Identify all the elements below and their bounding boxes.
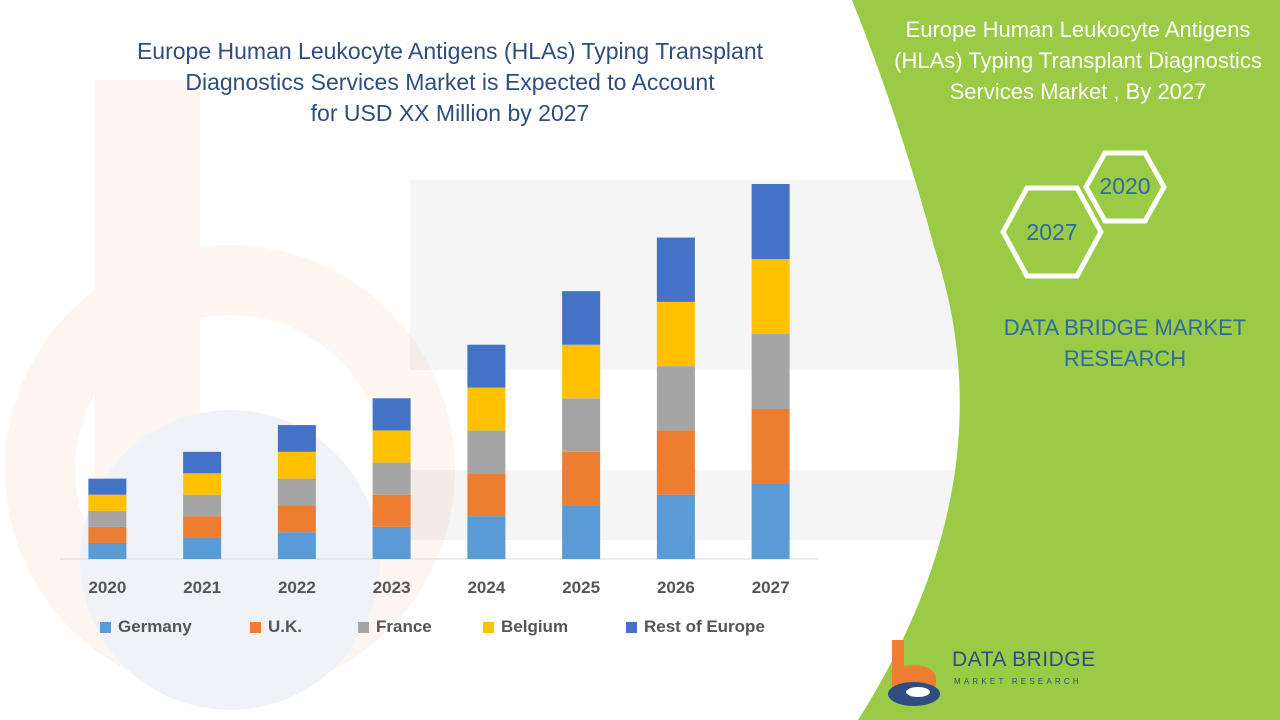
bar-segment-2022-rest-of-europe — [277, 425, 316, 452]
bar-segment-2025-rest-of-europe — [562, 291, 601, 345]
panel-title-line-1: Europe Human Leukocyte Antigens — [905, 17, 1251, 42]
data-bridge-logo-icon — [888, 640, 940, 706]
chart-title: Europe Human Leukocyte Antigens (HLAs) T… — [60, 36, 840, 129]
x-tick-label: 2026 — [657, 578, 695, 597]
bar-segment-2022-germany — [277, 532, 316, 559]
legend-item: Rest of Europe — [626, 617, 765, 637]
x-tick-label: 2022 — [278, 578, 316, 597]
hexagon-front-label: 2027 — [1026, 219, 1078, 245]
bar-segment-2020-germany — [88, 542, 127, 559]
bar-segment-2026-germany — [656, 494, 695, 559]
brand-name-line-2: RESEARCH — [1063, 346, 1187, 371]
bar-segment-2027-germany — [751, 484, 790, 559]
brand-name: DATA BRIDGE MARKET RESEARCH — [990, 312, 1260, 374]
bar-segment-2027-u-k- — [751, 409, 790, 484]
legend-swatch — [483, 621, 494, 633]
chart-title-line-3: for USD XX Million by 2027 — [310, 100, 590, 126]
legend-label: France — [376, 617, 432, 636]
hexagon-front — [1000, 185, 1104, 279]
bar-segment-2024-france — [467, 430, 506, 474]
legend-item: France — [358, 617, 432, 637]
hexagon-back — [1083, 150, 1167, 224]
legend-label: Belgium — [501, 617, 569, 636]
bar-segment-2023-u-k- — [372, 494, 411, 527]
bar-segment-2024-germany — [467, 516, 506, 559]
logo-text: DATA BRIDGE — [952, 648, 1096, 671]
legend-swatch — [358, 621, 369, 633]
x-tick-label: 2020 — [88, 578, 126, 597]
bar-segment-2024-rest-of-europe — [467, 344, 506, 388]
bar-segment-2023-rest-of-europe — [372, 398, 411, 431]
bar-segment-2027-france — [751, 334, 790, 409]
legend-item: Belgium — [483, 617, 568, 637]
bar-segment-2026-france — [656, 366, 695, 431]
legend-item: Germany — [100, 617, 192, 637]
bar-segment-2020-u-k- — [88, 526, 127, 543]
hexagon-back-label: 2020 — [1099, 173, 1151, 199]
x-tick-label: 2021 — [183, 578, 221, 597]
bar-segment-2021-rest-of-europe — [183, 451, 222, 474]
panel-title: Europe Human Leukocyte Antigens (HLAs) T… — [876, 14, 1280, 107]
bar-segment-2020-france — [88, 510, 127, 527]
bar-segment-2026-u-k- — [656, 430, 695, 495]
x-tick-label: 2023 — [373, 578, 411, 597]
panel-title-line-3: Services Market , By 2027 — [949, 79, 1207, 104]
legend-swatch — [100, 621, 111, 633]
logo-subtext: MARKET RESEARCH — [954, 677, 1082, 686]
chart-title-line-1: Europe Human Leukocyte Antigens (HLAs) T… — [136, 38, 764, 64]
chart-title-line-2: Diagnostics Services Market is Expected … — [185, 69, 715, 95]
bar-segment-2022-belgium — [277, 451, 316, 479]
bar-segment-2021-belgium — [183, 473, 222, 495]
x-tick-label: 2024 — [467, 578, 505, 597]
chart-legend: Germany U.K. France Belgium Rest of Europe — [100, 617, 800, 641]
x-tick-label: 2025 — [562, 578, 600, 597]
bar-segment-2027-rest-of-europe — [751, 184, 790, 259]
legend-label: U.K. — [268, 617, 302, 636]
bar-segment-2021-france — [183, 494, 222, 517]
bar-segment-2026-belgium — [656, 301, 695, 367]
bar-segment-2022-u-k- — [277, 505, 316, 533]
bar-segment-2020-rest-of-europe — [88, 478, 127, 495]
bar-segment-2023-belgium — [372, 430, 411, 463]
brand-name-line-1: DATA BRIDGE MARKET — [1003, 315, 1247, 340]
bar-segment-2024-belgium — [467, 387, 506, 431]
panel-title-line-2: (HLAs) Typing Transplant Diagnostics — [894, 48, 1262, 73]
bar-segment-2025-belgium — [562, 344, 601, 399]
bar-segment-2025-u-k- — [562, 451, 601, 506]
legend-swatch — [250, 621, 261, 633]
bar-segment-2023-germany — [372, 526, 411, 559]
bar-segment-2024-u-k- — [467, 473, 506, 517]
legend-swatch — [626, 621, 637, 633]
bar-segment-2026-rest-of-europe — [656, 237, 695, 302]
bar-segment-2023-france — [372, 462, 411, 495]
bar-segment-2021-germany — [183, 537, 222, 559]
bar-segment-2025-germany — [562, 505, 601, 559]
legend-label: Rest of Europe — [644, 617, 765, 636]
bar-segment-2027-belgium — [751, 259, 790, 334]
bar-segment-2020-belgium — [88, 494, 127, 511]
bar-segment-2025-france — [562, 398, 601, 452]
legend-label: Germany — [118, 617, 192, 636]
legend-item: U.K. — [250, 617, 302, 637]
bar-segment-2021-u-k- — [183, 516, 222, 538]
bar-segment-2022-france — [277, 478, 316, 506]
x-tick-label: 2027 — [752, 578, 790, 597]
